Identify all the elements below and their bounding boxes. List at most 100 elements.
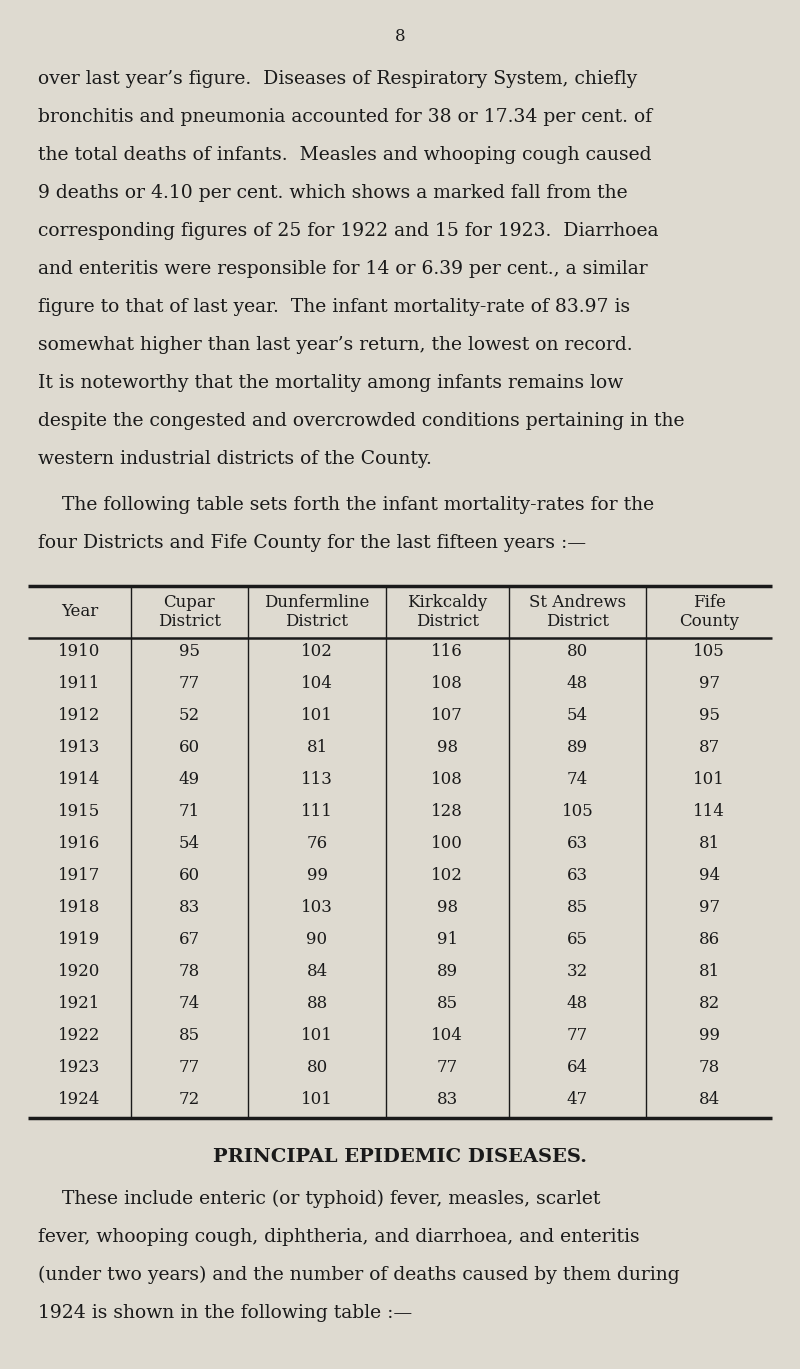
Text: 89: 89 xyxy=(437,962,458,980)
Text: despite the congested and overcrowded conditions pertaining in the: despite the congested and overcrowded co… xyxy=(38,412,685,430)
Text: 88: 88 xyxy=(306,995,328,1012)
Text: corresponding figures of 25 for 1922 and 15 for 1923.  Diarrhoea: corresponding figures of 25 for 1922 and… xyxy=(38,222,658,240)
Text: 102: 102 xyxy=(431,867,463,884)
Text: 1917: 1917 xyxy=(58,867,101,884)
Text: 91: 91 xyxy=(437,931,458,947)
Text: 90: 90 xyxy=(306,931,328,947)
Text: 100: 100 xyxy=(431,835,463,852)
Text: 86: 86 xyxy=(698,931,720,947)
Text: 98: 98 xyxy=(437,739,458,756)
Text: 101: 101 xyxy=(301,1027,333,1043)
Text: These include enteric (or typhoid) fever, measles, scarlet: These include enteric (or typhoid) fever… xyxy=(38,1190,600,1209)
Text: 114: 114 xyxy=(693,802,725,820)
Text: 108: 108 xyxy=(431,675,463,691)
Text: 80: 80 xyxy=(306,1058,328,1076)
Text: four Districts and Fife County for the last fifteen years :—: four Districts and Fife County for the l… xyxy=(38,534,586,552)
Text: bronchitis and pneumonia accounted for 38 or 17.34 per cent. of: bronchitis and pneumonia accounted for 3… xyxy=(38,108,652,126)
Text: 98: 98 xyxy=(437,899,458,916)
Text: 80: 80 xyxy=(567,643,588,660)
Text: 81: 81 xyxy=(306,739,328,756)
Text: 78: 78 xyxy=(698,1058,720,1076)
Text: 77: 77 xyxy=(437,1058,458,1076)
Text: Kirkcaldy
District: Kirkcaldy District xyxy=(407,594,487,630)
Text: St Andrews
District: St Andrews District xyxy=(529,594,626,630)
Text: 97: 97 xyxy=(698,675,720,691)
Text: 104: 104 xyxy=(301,675,333,691)
Text: 49: 49 xyxy=(179,771,200,787)
Text: somewhat higher than last year’s return, the lowest on record.: somewhat higher than last year’s return,… xyxy=(38,335,633,355)
Text: 1923: 1923 xyxy=(58,1058,101,1076)
Text: 82: 82 xyxy=(698,995,720,1012)
Text: 102: 102 xyxy=(301,643,333,660)
Text: 1920: 1920 xyxy=(58,962,101,980)
Text: figure to that of last year.  The infant mortality-rate of 83.97 is: figure to that of last year. The infant … xyxy=(38,298,630,316)
Text: 99: 99 xyxy=(698,1027,720,1043)
Text: 74: 74 xyxy=(179,995,200,1012)
Text: 94: 94 xyxy=(698,867,720,884)
Text: 1916: 1916 xyxy=(58,835,101,852)
Text: 76: 76 xyxy=(306,835,328,852)
Text: 1911: 1911 xyxy=(58,675,101,691)
Text: 1915: 1915 xyxy=(58,802,101,820)
Text: 72: 72 xyxy=(179,1091,200,1108)
Text: 63: 63 xyxy=(567,867,588,884)
Text: PRINCIPAL EPIDEMIC DISEASES.: PRINCIPAL EPIDEMIC DISEASES. xyxy=(213,1149,587,1166)
Text: 63: 63 xyxy=(567,835,588,852)
Text: 84: 84 xyxy=(306,962,328,980)
Text: 85: 85 xyxy=(437,995,458,1012)
Text: 97: 97 xyxy=(698,899,720,916)
Text: 47: 47 xyxy=(567,1091,588,1108)
Text: 101: 101 xyxy=(301,706,333,724)
Text: 32: 32 xyxy=(567,962,588,980)
Text: and enteritis were responsible for 14 or 6.39 per cent., a similar: and enteritis were responsible for 14 or… xyxy=(38,260,648,278)
Text: 1924 is shown in the following table :—: 1924 is shown in the following table :— xyxy=(38,1305,412,1322)
Text: 84: 84 xyxy=(698,1091,720,1108)
Text: 85: 85 xyxy=(567,899,588,916)
Text: 89: 89 xyxy=(567,739,588,756)
Text: 101: 101 xyxy=(301,1091,333,1108)
Text: 48: 48 xyxy=(567,675,588,691)
Text: 108: 108 xyxy=(431,771,463,787)
Text: 1914: 1914 xyxy=(58,771,101,787)
Text: Cupar
District: Cupar District xyxy=(158,594,221,630)
Text: 87: 87 xyxy=(698,739,720,756)
Text: 1921: 1921 xyxy=(58,995,101,1012)
Text: 54: 54 xyxy=(179,835,200,852)
Text: the total deaths of infants.  Measles and whooping cough caused: the total deaths of infants. Measles and… xyxy=(38,146,651,164)
Text: 64: 64 xyxy=(567,1058,588,1076)
Text: 1918: 1918 xyxy=(58,899,101,916)
Text: 78: 78 xyxy=(179,962,200,980)
Text: Dunfermline
District: Dunfermline District xyxy=(264,594,370,630)
Text: 116: 116 xyxy=(431,643,463,660)
Text: 1910: 1910 xyxy=(58,643,101,660)
Text: 104: 104 xyxy=(431,1027,463,1043)
Text: 52: 52 xyxy=(179,706,200,724)
Text: 81: 81 xyxy=(698,962,720,980)
Text: 71: 71 xyxy=(179,802,200,820)
Text: 81: 81 xyxy=(698,835,720,852)
Text: 60: 60 xyxy=(179,867,200,884)
Text: 105: 105 xyxy=(562,802,594,820)
Text: 95: 95 xyxy=(179,643,200,660)
Text: 60: 60 xyxy=(179,739,200,756)
Text: 103: 103 xyxy=(301,899,333,916)
Text: 128: 128 xyxy=(431,802,463,820)
Text: 74: 74 xyxy=(567,771,588,787)
Text: 77: 77 xyxy=(567,1027,588,1043)
Text: 1919: 1919 xyxy=(58,931,101,947)
Text: (under two years) and the number of deaths caused by them during: (under two years) and the number of deat… xyxy=(38,1266,680,1284)
Text: 107: 107 xyxy=(431,706,463,724)
Text: It is noteworthy that the mortality among infants remains low: It is noteworthy that the mortality amon… xyxy=(38,374,623,392)
Text: 1913: 1913 xyxy=(58,739,101,756)
Text: 85: 85 xyxy=(179,1027,200,1043)
Text: 65: 65 xyxy=(567,931,588,947)
Text: 113: 113 xyxy=(301,771,333,787)
Text: 54: 54 xyxy=(567,706,588,724)
Text: 77: 77 xyxy=(179,675,200,691)
Text: 105: 105 xyxy=(694,643,725,660)
Text: 83: 83 xyxy=(179,899,200,916)
Text: Year: Year xyxy=(61,604,98,620)
Text: 8: 8 xyxy=(394,27,406,45)
Text: 95: 95 xyxy=(698,706,720,724)
Text: western industrial districts of the County.: western industrial districts of the Coun… xyxy=(38,450,432,468)
